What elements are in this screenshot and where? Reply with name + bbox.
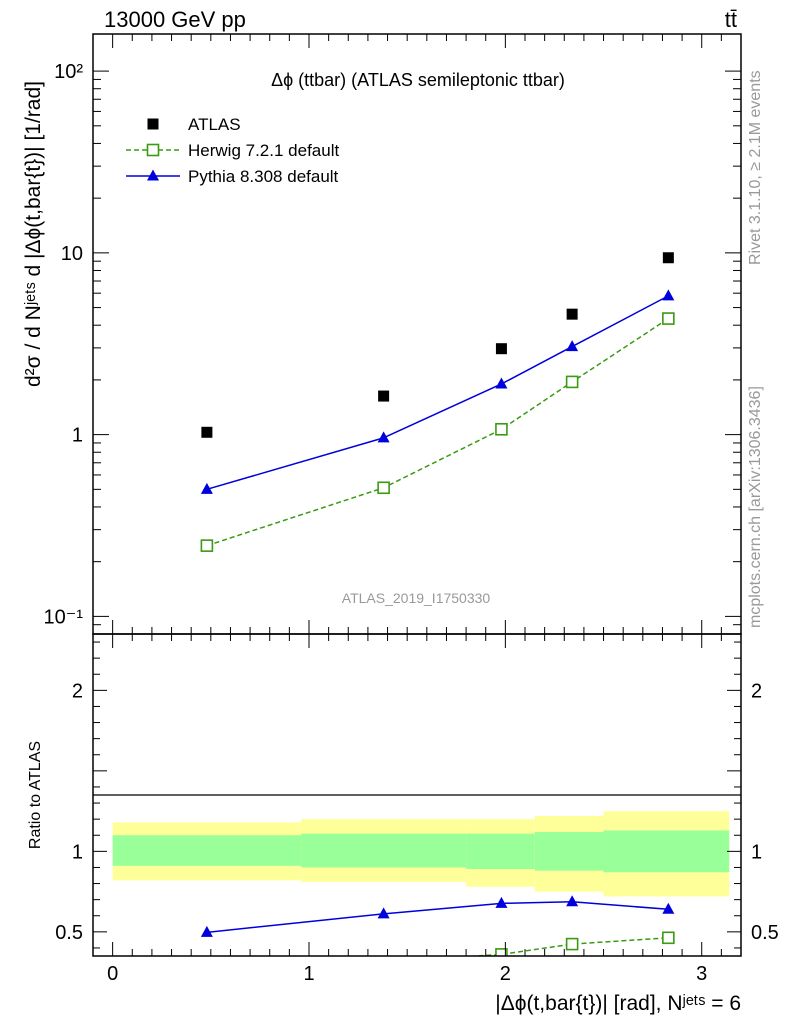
legend-marker <box>147 169 159 181</box>
data-point <box>495 343 507 355</box>
data-point <box>565 375 579 389</box>
series-line <box>206 317 669 547</box>
stat-uncertainty-band <box>301 833 467 868</box>
rivet-version-label: Rivet 3.1.10, ≥ 2.1M events <box>747 70 764 265</box>
data-point <box>662 312 675 325</box>
ratio-y-tick-label-right: 1 <box>751 841 762 863</box>
data-point <box>495 422 508 436</box>
ratio-series-markers <box>200 895 675 980</box>
ratio-axis-ticks <box>92 634 742 956</box>
main-y-axis-label: d²σ / d Nʲᵉᵗˢ d |Δϕ(t,bar{t})| [1/rad] <box>22 81 45 387</box>
ratio-data-point <box>495 948 508 956</box>
x-axis-label: |Δϕ(t,bar{t})| [rad], Nʲᵉᵗˢ = 6 <box>495 992 741 1015</box>
energy-label: 13000 GeV pp <box>104 7 246 32</box>
legend-entry: ATLAS <box>188 115 241 134</box>
x-tick-label: 2 <box>500 963 511 985</box>
analysis-watermark: ATLAS_2019_I1750330 <box>342 590 491 606</box>
data-point <box>662 252 674 264</box>
main-plot-panel: 10⁻¹ 1 10 10² Δϕ (ttbar) (ATLAS semileptoni… <box>22 34 742 635</box>
ratio-y-tick-label: 2 <box>72 680 83 702</box>
ratio-data-point <box>662 931 675 945</box>
ratio-plot-panel: 0.5 0.5 1 1 2 2 0 1 2 3 Ratio to ATLAS |Δϕ(t,bar{… <box>27 634 779 1015</box>
legend: ATLAS Herwig 7.2.1 default Pythia 8.308 de… <box>126 115 339 186</box>
data-point <box>377 431 390 443</box>
data-point <box>201 426 213 438</box>
series-line <box>206 295 669 491</box>
ratio-y-tick-label-right: 0.5 <box>751 922 779 944</box>
ratio-data-point <box>201 969 212 980</box>
ratio-y-tick-label-right: 2 <box>751 680 762 702</box>
x-tick-label: 3 <box>696 963 707 985</box>
stat-uncertainty-band <box>534 832 604 871</box>
main-y-tick-label: 10 <box>61 243 83 265</box>
stat-uncertainty-band <box>466 833 535 870</box>
main-series-markers <box>200 252 675 552</box>
ratio-data-point <box>495 896 508 908</box>
main-y-tick-label: 1 <box>72 425 83 447</box>
legend-entry: Herwig 7.2.1 default <box>188 141 339 160</box>
ratio-data-point <box>662 902 675 914</box>
ratio-data-point <box>377 907 390 919</box>
plot-title: Δϕ (ttbar) (ATLAS semileptonic ttbar) <box>271 70 565 90</box>
x-tick-label: 0 <box>107 963 118 985</box>
ratio-data-point <box>566 895 579 907</box>
legend-marker <box>146 143 160 157</box>
ratio-y-axis-label: Ratio to ATLAS <box>27 741 44 849</box>
stat-uncertainty-band <box>112 835 302 866</box>
legend-entry: Pythia 8.308 default <box>188 167 339 186</box>
data-point <box>200 539 214 552</box>
ratio-tick-labels: 0.5 0.5 1 1 2 2 0 1 2 3 <box>55 680 779 985</box>
x-tick-label: 1 <box>303 963 314 985</box>
ratio-y-tick-label: 1 <box>72 841 83 863</box>
ratio-y-tick-label: 0.5 <box>55 922 83 944</box>
data-point <box>377 481 390 495</box>
main-y-tick-label: 10⁻¹ <box>44 606 84 628</box>
main-y-tick-label: 10² <box>54 61 83 83</box>
ratio-plot-frame <box>92 633 742 957</box>
ratio-data-point <box>565 937 579 951</box>
uncertainty-bands <box>112 811 730 897</box>
main-series-lines <box>206 295 669 547</box>
data-point <box>662 289 675 301</box>
ratio-series-line <box>206 900 669 934</box>
main-y-tick-labels: 10⁻¹ 1 10 10² <box>44 61 84 628</box>
ratio-data-point <box>377 955 390 956</box>
data-point <box>566 340 579 352</box>
data-point <box>200 482 213 494</box>
stat-uncertainty-band <box>603 830 730 873</box>
ratio-series-lines <box>206 900 669 956</box>
data-point <box>495 377 508 389</box>
main-axis-ticks <box>92 34 742 635</box>
data-point <box>566 308 578 320</box>
legend-marker <box>147 118 159 130</box>
process-label: tt̄ <box>725 7 737 32</box>
data-point <box>378 390 390 402</box>
ratio-data-point <box>200 925 213 937</box>
mcplots-label: mcplots.cern.ch [arXiv:1306.3436] <box>747 386 764 628</box>
